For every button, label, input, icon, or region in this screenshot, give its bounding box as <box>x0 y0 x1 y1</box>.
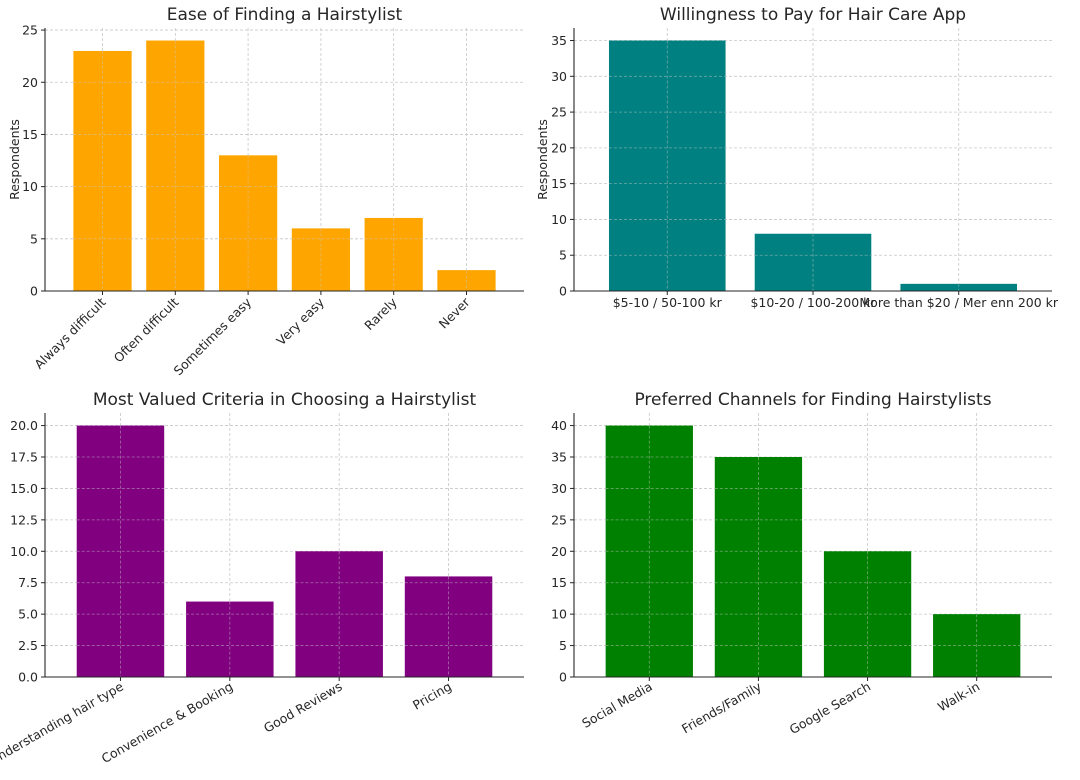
y-tick-label: 5 <box>559 638 567 653</box>
x-tick-label: Friends/Family <box>679 678 764 736</box>
y-tick-label: 0 <box>559 284 567 299</box>
y-tick-label: 25 <box>551 512 567 527</box>
y-tick-label: 5 <box>30 231 38 246</box>
x-tick-label: More than $20 / Mer enn 200 kr <box>859 295 1059 310</box>
y-tick-label: 10.0 <box>10 544 38 559</box>
y-tick-label: 5 <box>559 248 567 263</box>
y-axis-label: Respondents <box>535 119 550 200</box>
x-tick-label: Always difficult <box>31 294 108 371</box>
y-tick-label: 25 <box>551 105 567 120</box>
y-tick-label: 15.0 <box>10 481 38 496</box>
y-tick-label: 10 <box>551 607 567 622</box>
x-tick-label: Google Search <box>787 679 873 737</box>
y-tick-label: 10 <box>22 179 38 194</box>
y-tick-label: 7.5 <box>18 575 38 590</box>
chart-panel-4: 0 5 10 15 20 25 30 35 40 Social Media Friends/Fami… <box>551 390 1052 737</box>
y-tick-label: 35 <box>551 33 567 48</box>
y-tick-label: 20 <box>22 75 38 90</box>
x-tick-label: Walk-in <box>935 679 982 715</box>
chart-panel-2: 0 5 10 15 20 25 30 35 $5-10 / 50-100 kr $10-20 / … <box>535 5 1059 310</box>
x-tick-label: Good Reviews <box>261 679 345 736</box>
chart-title: Ease of Finding a Hairstylist <box>167 5 403 25</box>
x-tick-label: Pricing <box>410 679 454 713</box>
y-tick-label: 12.5 <box>10 512 38 527</box>
chart-panel-1: 0 5 10 15 20 25 Always difficult Often difficul… <box>7 5 524 378</box>
bar-3 <box>900 283 1018 291</box>
y-tick-label: 15 <box>551 575 567 590</box>
x-tick-label: Sometimes easy <box>170 294 254 378</box>
y-tick-label: 0.0 <box>18 670 38 685</box>
y-tick-label: 20 <box>551 140 567 155</box>
chart-title: Willingness to Pay for Hair Care App <box>660 5 966 25</box>
chart-title: Most Valued Criteria in Choosing a Hairs… <box>93 390 477 410</box>
y-tick-label: 40 <box>551 418 567 433</box>
y-tick-label: 17.5 <box>10 450 38 465</box>
x-tick-label: Never <box>436 294 474 332</box>
x-tick-label: Often difficult <box>111 294 182 365</box>
x-tick-label: $5-10 / 50-100 kr <box>613 295 723 310</box>
y-tick-label: 2.5 <box>18 638 38 653</box>
y-tick-label: 5.0 <box>18 607 38 622</box>
y-tick-label: 0 <box>559 670 567 685</box>
y-tick-label: 25 <box>22 23 38 38</box>
x-tick-label: $10-20 / 100-200 kr <box>750 295 876 310</box>
y-tick-label: 10 <box>551 212 567 227</box>
y-axis-label: Respondents <box>7 119 22 200</box>
x-tick-label: Very easy <box>273 294 327 348</box>
y-tick-label: 15 <box>22 127 38 142</box>
y-tick-label: 0 <box>30 284 38 299</box>
y-tick-label: 20.0 <box>10 418 38 433</box>
y-tick-label: 15 <box>551 176 567 191</box>
y-tick-label: 35 <box>551 450 567 465</box>
chart-panel-3: 0.02.55.07.510.012.515.017.520.0Understa… <box>0 390 524 768</box>
x-tick-label: Rarely <box>361 294 400 333</box>
chart-title: Preferred Channels for Finding Hairstyli… <box>634 390 991 410</box>
bar-2 <box>754 233 872 291</box>
y-tick-label: 20 <box>551 544 567 559</box>
y-tick-label: 30 <box>551 69 567 84</box>
y-tick-label: 30 <box>551 481 567 496</box>
x-tick-label: Social Media <box>579 679 655 731</box>
